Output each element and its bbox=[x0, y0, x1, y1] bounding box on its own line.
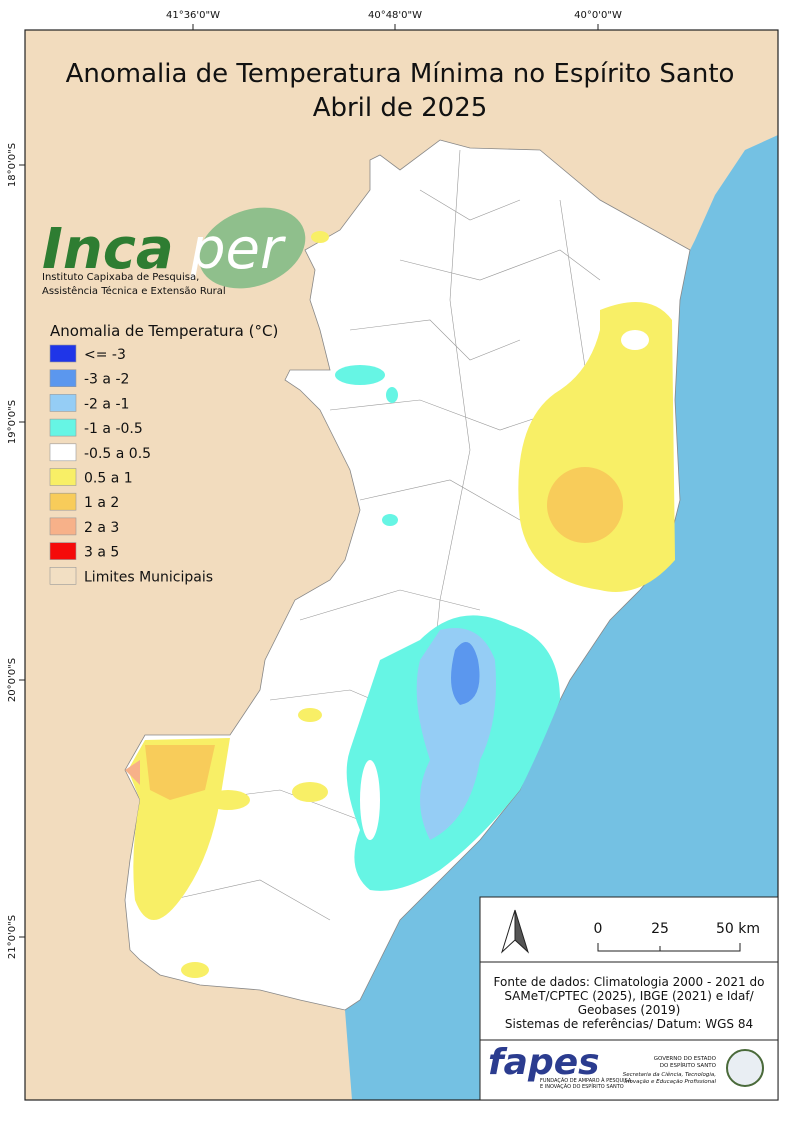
legend-swatch bbox=[49, 542, 77, 560]
anomaly-areas bbox=[311, 231, 329, 243]
graticule-label: 41°36'0"W bbox=[166, 10, 220, 21]
legend-swatch bbox=[49, 468, 77, 486]
legend-label: 3 a 5 bbox=[84, 545, 119, 561]
government: DO ESPÍRITO SANTO bbox=[660, 1062, 717, 1069]
map-frame bbox=[345, 135, 778, 1100]
graticule-label: 19°0'0"S bbox=[7, 400, 18, 444]
graticule-label: 21°0'0"S bbox=[7, 915, 18, 959]
graticule-label: 18°0'0"S bbox=[7, 143, 18, 187]
title: Anomalia de Temperatura Mínima no Espíri… bbox=[66, 59, 735, 123]
legend-swatch bbox=[49, 517, 77, 536]
anomaly-areas bbox=[451, 642, 480, 705]
scale-label: 25 bbox=[651, 921, 669, 937]
legend-swatch bbox=[49, 492, 77, 511]
legend-swatch bbox=[49, 394, 77, 412]
logo-subtitle: Assistência Técnica e Extensão Rural bbox=[42, 285, 226, 297]
anomaly-areas bbox=[206, 790, 250, 810]
graticule: 41°36'0"W 40°48'0"W 40°0'0"W 18°0'0"S 19°0'0… bbox=[7, 10, 622, 959]
legend-label: -0.5 a 0.5 bbox=[84, 446, 151, 462]
scale-box bbox=[726, 1049, 764, 1087]
anomaly-areas bbox=[181, 962, 209, 978]
legend: Anomalia de Temperatura (°C) <= -3 -3 a -… bbox=[49, 322, 278, 585]
incaper-logo bbox=[198, 207, 306, 289]
legend-title: Anomalia de Temperatura (°C) bbox=[50, 322, 278, 340]
anomaly-areas bbox=[547, 467, 623, 543]
legend-label: -1 a -0.5 bbox=[84, 421, 143, 437]
legend-label: -2 a -1 bbox=[84, 396, 129, 412]
title-line: Anomalia de Temperatura Mínima no Espíri… bbox=[66, 59, 735, 89]
scale-box: Fonte de dados: Climatologia 2000 - 2021… bbox=[494, 975, 765, 1031]
logo-name: Inca bbox=[42, 217, 174, 282]
fapes-subtitle: E INOVAÇÃO DO ESPÍRITO SANTO bbox=[540, 1083, 624, 1090]
fapes-subtitle: FUNDAÇÃO DE AMPARO À PESQUISA bbox=[540, 1077, 632, 1084]
scale-box bbox=[514, 909, 530, 954]
legend-swatch bbox=[49, 443, 77, 462]
scale-box: 0 25 50 km Fonte de dados: Climatologia … bbox=[479, 896, 779, 1101]
map-frame bbox=[169, 149, 601, 921]
anomaly-areas bbox=[335, 365, 385, 385]
legend-swatch bbox=[49, 418, 77, 437]
logo-name: per bbox=[189, 217, 286, 282]
logo-subtitle: Instituto Capixaba de Pesquisa, bbox=[42, 272, 199, 283]
source-line: Fonte de dados: Climatologia 2000 - 2021… bbox=[494, 975, 765, 989]
legend-swatch bbox=[49, 344, 77, 363]
graticule-label: 40°48'0"W bbox=[368, 10, 422, 21]
anomaly-areas bbox=[360, 760, 380, 840]
legend-label: 1 a 2 bbox=[84, 495, 119, 511]
legend-swatch bbox=[49, 369, 77, 388]
source-line: Sistemas de referências/ Datum: WGS 84 bbox=[505, 1017, 753, 1031]
legend-label: 2 a 3 bbox=[84, 520, 119, 536]
anomaly-areas bbox=[125, 231, 675, 978]
scale-box bbox=[597, 943, 741, 952]
anomaly-areas bbox=[621, 330, 649, 350]
anomaly-areas bbox=[386, 387, 398, 403]
scale-label: 50 km bbox=[716, 921, 760, 937]
source-line: SAMeT/CPTEC (2025), IBGE (2021) e Idaf/ bbox=[504, 989, 754, 1003]
scale-label: 0 bbox=[594, 921, 603, 937]
legend-label: <= -3 bbox=[84, 347, 126, 363]
map-frame bbox=[24, 29, 779, 1101]
fapes-logo: fapes bbox=[488, 1042, 600, 1083]
anomaly-areas bbox=[292, 782, 328, 802]
map-frame bbox=[24, 29, 779, 1101]
government: GOVERNO DO ESTADO bbox=[654, 1056, 717, 1062]
incaper-logo: Inca per Instituto Capixaba de Pesquisa,… bbox=[42, 207, 306, 297]
anomaly-areas bbox=[382, 514, 398, 526]
secretariat: Secretaria da Ciência, Tecnologia, bbox=[623, 1071, 716, 1078]
map-frame bbox=[124, 139, 691, 1011]
graticule-label: 20°0'0"S bbox=[7, 658, 18, 702]
map-frame bbox=[169, 149, 601, 921]
anomaly-areas bbox=[145, 745, 215, 800]
title-line: Abril de 2025 bbox=[313, 93, 488, 123]
legend-swatch bbox=[49, 566, 77, 585]
legend-label: -3 a -2 bbox=[84, 372, 129, 388]
legend-label: 0.5 a 1 bbox=[84, 471, 133, 487]
source-line: Geobases (2019) bbox=[578, 1003, 681, 1017]
secretariat: Inovação e Educação Profissional bbox=[624, 1079, 716, 1085]
graticule-label: 40°0'0"W bbox=[574, 10, 622, 21]
legend-label: Limites Municipais bbox=[84, 569, 213, 585]
anomaly-areas bbox=[125, 760, 140, 785]
anomaly-areas bbox=[298, 708, 322, 722]
